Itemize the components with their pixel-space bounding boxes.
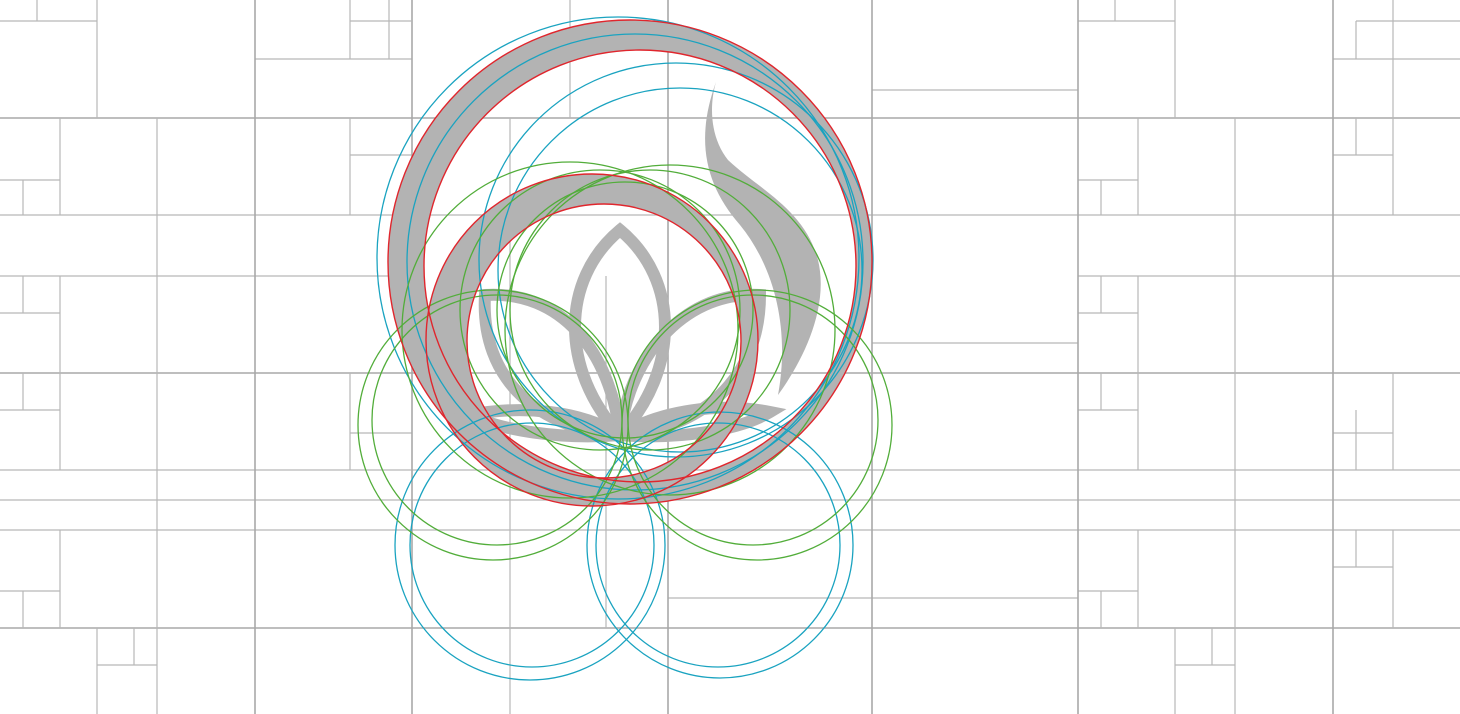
flame: [705, 82, 821, 395]
circle: [595, 422, 841, 668]
blue-circles: [376, 16, 874, 681]
circle: [627, 294, 879, 546]
circle: [423, 49, 857, 483]
circle: [394, 409, 666, 681]
circle: [586, 411, 854, 679]
circle: [504, 164, 836, 496]
petal: [569, 222, 671, 444]
circle: [621, 289, 893, 561]
circle: [466, 203, 742, 479]
circle: [459, 169, 741, 451]
circle: [496, 181, 754, 439]
circle: [409, 422, 655, 668]
petal: [601, 401, 787, 443]
circle: [406, 33, 864, 491]
circle: [509, 169, 791, 451]
circle: [387, 19, 873, 505]
inner-ring: [426, 174, 759, 506]
circle: [497, 87, 863, 453]
circle: [376, 16, 860, 500]
petal: [451, 404, 639, 443]
green-circles: [357, 161, 893, 561]
red-circles: [387, 19, 873, 507]
circle: [425, 173, 759, 507]
